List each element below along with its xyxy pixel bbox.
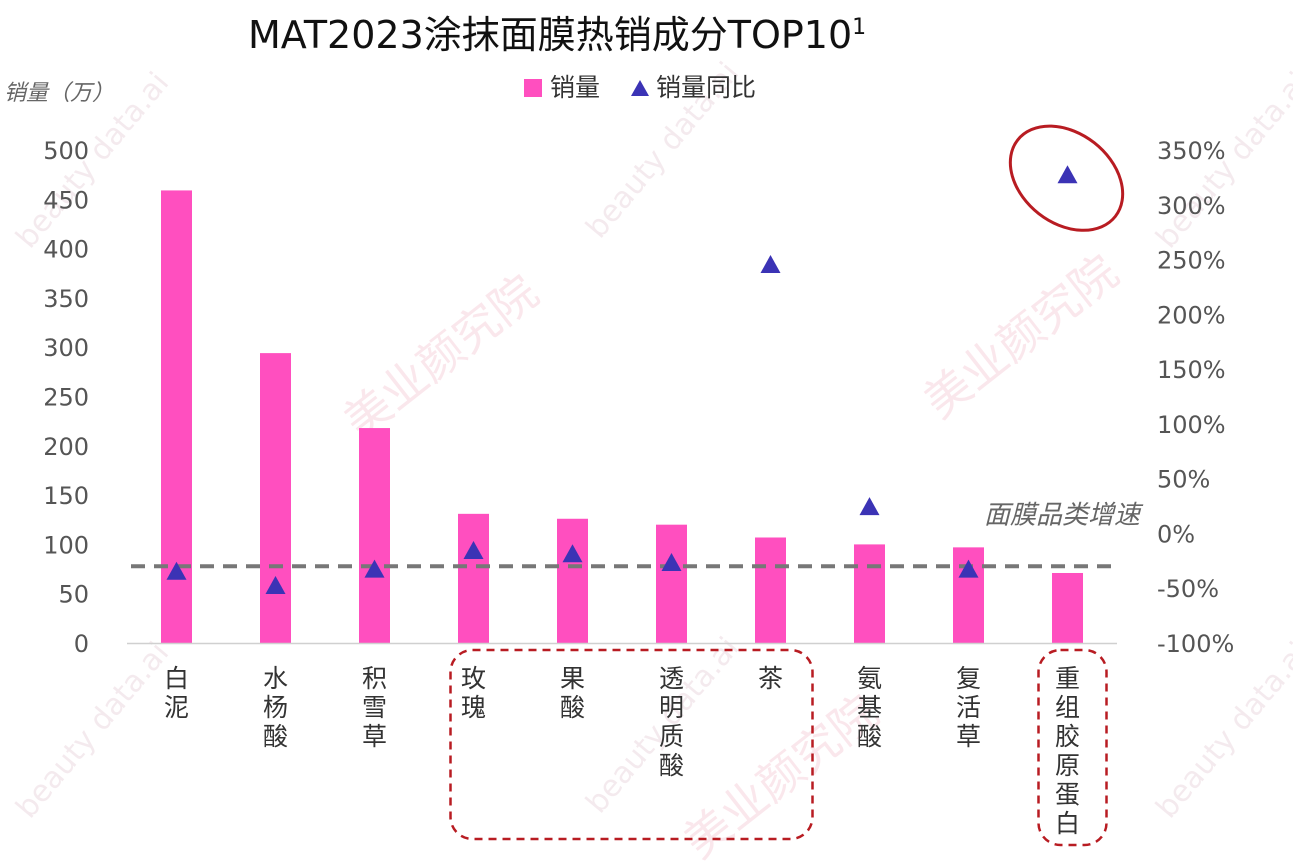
legend-label-sales: 销量 [550,73,600,102]
chart-title-text: MAT2023涂抹面膜热销成分TOP10 [248,13,852,57]
y-tick-label: 300 [43,334,89,362]
yoy-marker [958,559,979,578]
x-tick-label: 透明质酸 [659,664,684,780]
yoy-marker [265,576,286,595]
yoy-markers [166,165,1078,595]
y2-tick-label: 250% [1157,247,1226,275]
y-tick-label: 150 [43,482,89,510]
watermark-logo-3: beauty data.ai [9,636,176,825]
y-axis-label: 销量（万） [4,81,114,106]
y2-tick-label: 150% [1157,356,1226,384]
bar [1052,572,1083,643]
x-tick-label: 水杨酸 [263,664,288,751]
legend-label-yoy: 销量同比 [656,73,756,102]
y-tick-label: 100 [43,531,89,559]
highlight-boxes [449,124,1125,847]
yoy-marker [364,559,385,578]
x-tick-label: 积雪草 [362,664,387,751]
x-tick-label: 玫瑰 [461,664,486,722]
legend: 销量 销量同比 [524,73,756,102]
y2-tick-label: 200% [1157,301,1226,329]
y2-tick-label: 100% [1157,411,1226,439]
y2-tick-label: 50% [1157,466,1210,494]
yoy-marker [1057,165,1078,184]
bar [557,518,588,643]
watermark-text-0: 美业颜究院 [334,265,548,449]
y2-tick-label: 0% [1157,520,1195,548]
bar [656,524,687,643]
y2-tick-label: -50% [1157,575,1219,603]
category-labels: 白泥 水杨酸 积雪草 玫瑰 果酸 透明质酸 茶 氨基酸 复活草 重组胶原蛋白 [164,664,1080,838]
y2-tick-label: 350% [1157,137,1226,165]
y2-tick-label: 300% [1157,192,1226,220]
watermark-text-2: 美业颜究院 [674,685,888,861]
bar [260,353,291,643]
y2-axis-ticks: 350% 300% 250% 200% 150% 100% 50% 0% -50% -100% [1157,137,1234,658]
y-tick-label: 250 [43,384,89,412]
watermark-text-1: 美业颜究院 [914,245,1128,429]
y-tick-label: 450 [43,186,89,214]
y-tick-label: 200 [43,433,89,461]
bar [755,537,786,643]
reference-line-label: 面膜品类增速 [984,500,1144,530]
y-tick-label: 400 [43,236,89,264]
highlight-box [1037,648,1108,847]
legend-swatch-sales [524,79,542,97]
y2-tick-label: -100% [1157,630,1234,658]
x-tick-label: 茶 [758,664,783,693]
highlight-box [449,648,814,841]
y-tick-label: 0 [74,630,89,658]
bar [458,513,489,643]
yoy-marker [562,544,583,563]
yoy-marker [166,561,187,580]
x-tick-label: 白泥 [164,664,189,722]
bar [359,428,390,643]
legend-marker-triangle-icon [631,80,649,96]
y-tick-label: 500 [43,137,89,165]
yoy-marker [463,540,484,559]
watermark-logo-5: beauty data.ai [1149,636,1293,825]
x-tick-label: 复活草 [956,664,981,751]
y-tick-label: 50 [58,581,89,609]
chart-title: MAT2023涂抹面膜热销成分TOP101 [248,13,866,57]
bar [854,544,885,643]
highlight-ellipse [1008,124,1125,232]
yoy-marker [661,553,682,572]
x-tick-label: 氨基酸 [857,664,882,751]
y-tick-label: 350 [43,285,89,313]
yoy-marker [760,255,781,274]
chart-title-superscript: 1 [852,15,866,40]
yoy-marker [859,497,880,516]
x-tick-label: 果酸 [560,664,585,722]
x-tick-label: 重组胶原蛋白 [1055,664,1080,838]
